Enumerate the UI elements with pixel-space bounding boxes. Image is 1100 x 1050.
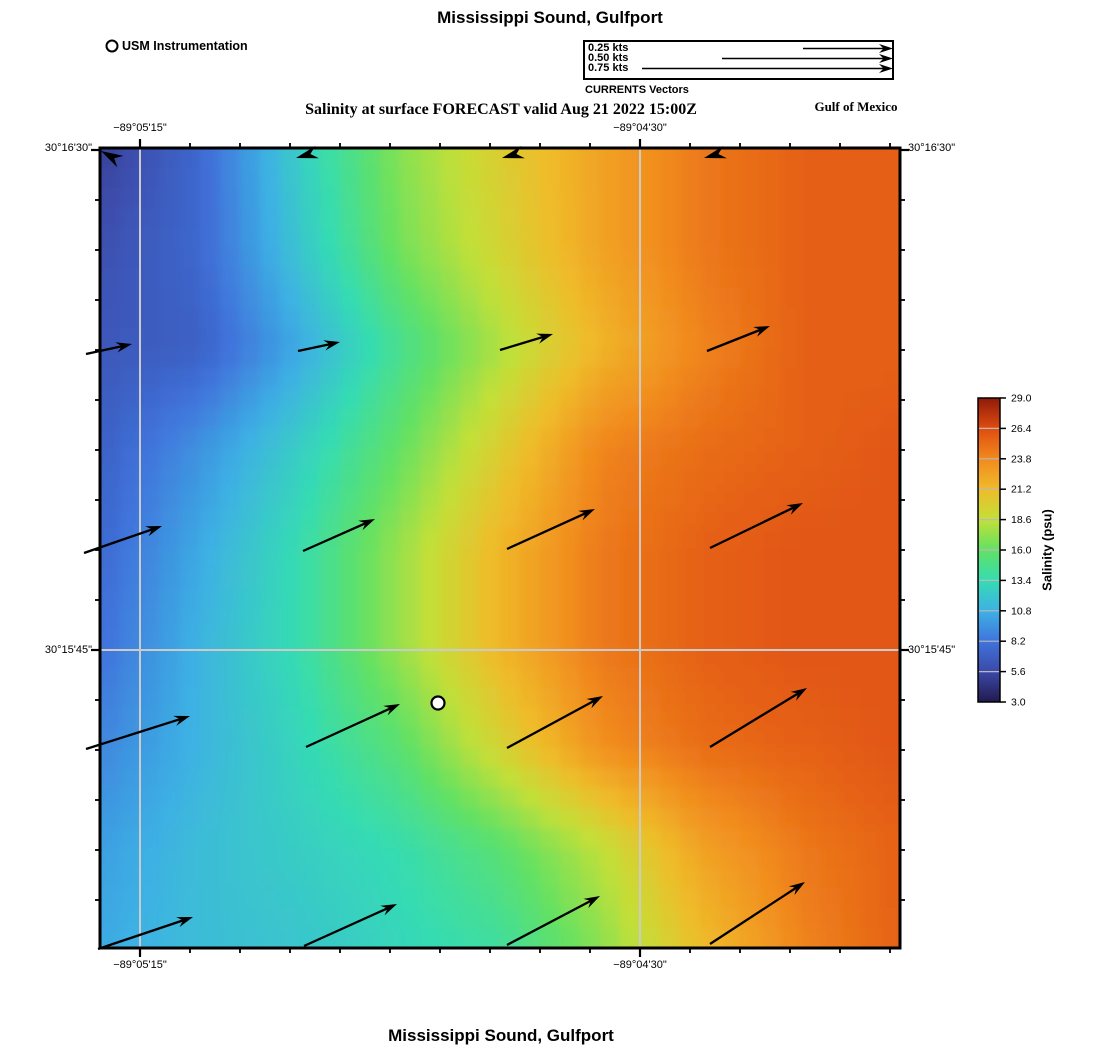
vector-legend-box	[583, 40, 894, 80]
region-label: Gulf of Mexico	[814, 99, 898, 114]
colorbar-tick-label: 23.8	[1011, 453, 1032, 465]
colorbar-tick-label: 21.2	[1011, 484, 1032, 496]
colorbar-tick-label: 26.4	[1011, 423, 1032, 435]
x-tick-label-top-left: −89°05'15"	[113, 122, 167, 134]
x-tick-label-top-right: −89°04'30"	[613, 122, 667, 134]
colorbar-tick-label: 8.2	[1011, 636, 1026, 648]
station-legend-label: USM Instrumentation	[122, 39, 248, 53]
x-tick-label-bottom-left: −89°05'15"	[113, 959, 167, 971]
colorbar: 3.0 5.6 8.2 10.8 13.4 16.0 18.6 21.2 23.8 26.4 29.…	[977, 393, 1032, 709]
vector-legend-item-075: 0.75 kts	[588, 62, 629, 74]
colorbar-tick-label: 5.6	[1011, 666, 1026, 678]
map-subtitle: Salinity at surface FORECAST valid Aug 2…	[305, 101, 697, 118]
colorbar-tick-label: 3.0	[1011, 697, 1026, 709]
graticule-gridlines	[100, 148, 900, 948]
page-title: Mississippi Sound, Gulfport	[437, 8, 663, 27]
y-tick-label-right-top: 30°16'30"	[908, 142, 956, 154]
colorbar-tick-label: 10.8	[1011, 605, 1032, 617]
current-vector-arrows	[83, 145, 807, 951]
vector-legend-item-050: 0.50 kts	[588, 52, 629, 64]
colorbar-tick-label: 13.4	[1011, 575, 1032, 587]
station-marker	[430, 695, 446, 711]
x-tick-label-bottom-right: −89°04'30"	[613, 959, 667, 971]
y-tick-label-right-mid: 30°15'45"	[908, 644, 956, 656]
colorbar-tick-label: 29.0	[1011, 393, 1032, 405]
axis-ticks	[91, 139, 909, 957]
colorbar-tick-label: 18.6	[1011, 514, 1032, 526]
salinity-field	[100, 148, 900, 948]
footer-title: Mississippi Sound, Gulfport	[388, 1026, 614, 1045]
legend-graphics	[105, 39, 893, 73]
vector-legend-caption: CURRENTS Vectors	[585, 84, 689, 96]
vector-legend-item-025: 0.25 kts	[588, 42, 629, 54]
y-tick-label-left-top: 30°16'30"	[44, 142, 92, 154]
y-tick-label-left-mid: 30°15'45"	[44, 644, 92, 656]
colorbar-title: Salinity (psu)	[1039, 509, 1055, 591]
colorbar-tick-label: 16.0	[1011, 545, 1032, 557]
